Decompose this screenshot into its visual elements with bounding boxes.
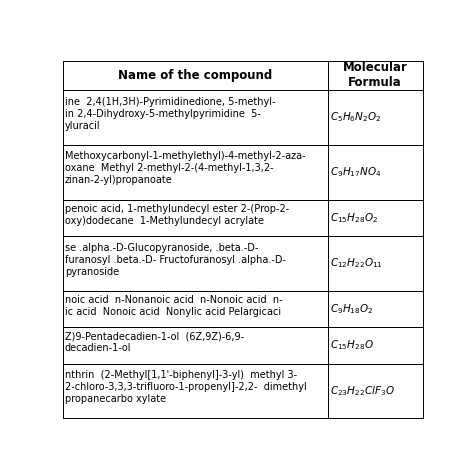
Bar bbox=[63, 145, 328, 200]
Text: Molecular
Formula: Molecular Formula bbox=[343, 61, 408, 90]
Bar bbox=[63, 236, 328, 291]
Bar bbox=[328, 236, 423, 291]
Bar bbox=[63, 61, 328, 90]
Bar bbox=[63, 327, 328, 364]
Text: $C_{9}H_{17}NO_{4}$: $C_{9}H_{17}NO_{4}$ bbox=[330, 165, 382, 179]
Text: ine  2,4(1H,3H)-Pyrimidinedione, 5-methyl-
in 2,4-Dihydroxy-5-methylpyrimidine  : ine 2,4(1H,3H)-Pyrimidinedione, 5-methyl… bbox=[65, 97, 275, 131]
Text: penoic acid, 1-methylundecyl ester 2-(Prop-2-
oxy)dodecane  1-Methylundecyl acry: penoic acid, 1-methylundecyl ester 2-(Pr… bbox=[65, 204, 289, 226]
Text: $C_{9}H_{18}O_{2}$: $C_{9}H_{18}O_{2}$ bbox=[330, 302, 374, 316]
Text: se .alpha.-D-Glucopyranoside, .beta.-D-
furanosyl .beta.-D- Fructofuranosyl .alp: se .alpha.-D-Glucopyranoside, .beta.-D- … bbox=[65, 243, 286, 276]
Text: Z)9-Pentadecadien-1-ol  (6Z,9Z)-6,9-
decadien-1-ol: Z)9-Pentadecadien-1-ol (6Z,9Z)-6,9- deca… bbox=[65, 331, 244, 354]
Bar bbox=[328, 90, 423, 145]
Text: noic acid  n-Nonanoic acid  n-Nonoic acid  n-
ic acid  Nonoic acid  Nonylic acid: noic acid n-Nonanoic acid n-Nonoic acid … bbox=[65, 295, 283, 317]
Bar bbox=[63, 200, 328, 236]
Text: Methoxycarbonyl-1-methylethyl)-4-methyl-2-aza-
oxane  Methyl 2-methyl-2-(4-methy: Methoxycarbonyl-1-methylethyl)-4-methyl-… bbox=[65, 151, 305, 185]
Text: $C_{23}H_{22}ClF_{3}O$: $C_{23}H_{22}ClF_{3}O$ bbox=[330, 384, 395, 398]
Text: $C_{15}H_{28}O$: $C_{15}H_{28}O$ bbox=[330, 338, 374, 352]
Bar bbox=[328, 327, 423, 364]
Text: Name of the compound: Name of the compound bbox=[118, 69, 273, 82]
Bar bbox=[328, 200, 423, 236]
Text: $C_{12}H_{22}O_{11}$: $C_{12}H_{22}O_{11}$ bbox=[330, 256, 383, 270]
Bar bbox=[328, 364, 423, 418]
Bar bbox=[63, 291, 328, 327]
Bar bbox=[63, 364, 328, 418]
Bar bbox=[63, 90, 328, 145]
Bar bbox=[328, 145, 423, 200]
Bar bbox=[328, 291, 423, 327]
Text: $C_{15}H_{28}O_{2}$: $C_{15}H_{28}O_{2}$ bbox=[330, 211, 379, 225]
Bar bbox=[328, 61, 423, 90]
Text: nthrin  (2-Methyl[1,1'-biphenyl]-3-yl)  methyl 3-
2-chloro-3,3,3-trifluoro-1-pro: nthrin (2-Methyl[1,1'-biphenyl]-3-yl) me… bbox=[65, 370, 307, 404]
Text: $C_{5}H_{6}N_{2}O_{2}$: $C_{5}H_{6}N_{2}O_{2}$ bbox=[330, 110, 382, 125]
